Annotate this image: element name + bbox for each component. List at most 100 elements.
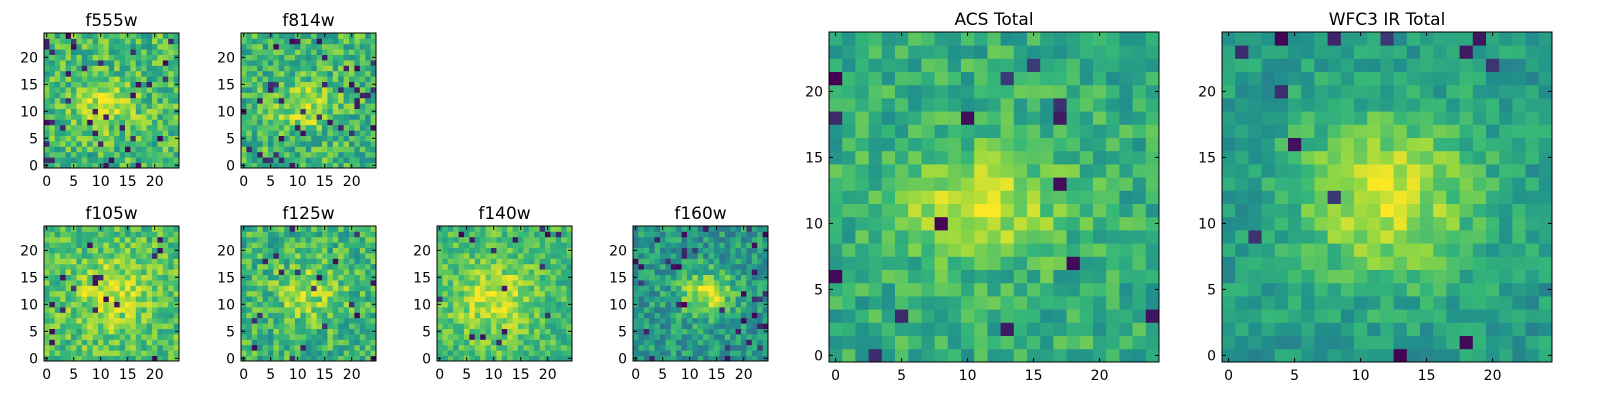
- heatmap-cell: [66, 71, 72, 77]
- heatmap-cell: [725, 345, 731, 351]
- heatmap-cell: [709, 275, 715, 281]
- heatmap-cell: [1027, 336, 1041, 350]
- heatmap-cell: [98, 87, 104, 93]
- heatmap-cell: [698, 269, 704, 275]
- heatmap-cell: [322, 82, 328, 88]
- heatmap-cell: [246, 307, 252, 313]
- heatmap-cell: [290, 264, 296, 270]
- heatmap-cell: [152, 136, 158, 142]
- heatmap-cell: [98, 296, 104, 302]
- heatmap-cell: [322, 237, 328, 243]
- heatmap-cell: [987, 32, 1001, 46]
- heatmap-cell: [263, 231, 269, 237]
- heatmap-cell: [76, 291, 82, 297]
- heatmap-cell: [486, 312, 492, 318]
- heatmap-cell: [1354, 177, 1368, 191]
- heatmap-cell: [168, 237, 174, 243]
- heatmap-cell: [163, 49, 169, 55]
- heatmap-cell: [842, 177, 856, 191]
- heatmap-cell: [1512, 204, 1526, 218]
- heatmap-cell: [1080, 164, 1094, 178]
- heatmap-cell: [268, 152, 274, 158]
- heatmap-cell: [633, 323, 639, 329]
- heatmap-cell: [317, 92, 323, 98]
- heatmap-cell: [338, 114, 344, 120]
- heatmap-cell: [714, 291, 720, 297]
- heatmap-cell: [125, 323, 131, 329]
- heatmap-cell: [344, 103, 350, 109]
- heatmap-cell: [273, 130, 279, 136]
- heatmap-cell: [93, 98, 99, 104]
- heatmap-cell: [354, 103, 360, 109]
- heatmap-cell: [241, 312, 247, 318]
- heatmap-cell: [93, 253, 99, 259]
- heatmap-cell: [71, 146, 77, 152]
- heatmap-cell: [974, 45, 988, 59]
- heatmap-cell: [1262, 230, 1276, 244]
- heatmap-cell: [556, 318, 562, 324]
- heatmap-cell: [1394, 217, 1408, 231]
- heatmap-cell: [93, 285, 99, 291]
- heatmap-cell: [469, 302, 475, 308]
- heatmap-cell: [360, 55, 366, 61]
- heatmap-cell: [1394, 336, 1408, 350]
- heatmap-cell: [719, 329, 725, 335]
- heatmap-cell: [360, 152, 366, 158]
- heatmap-cell: [317, 136, 323, 142]
- heatmap-cell: [644, 226, 650, 232]
- heatmap-cell: [709, 350, 715, 356]
- heatmap-cell: [719, 275, 725, 281]
- heatmap-cell: [279, 302, 285, 308]
- heatmap-cell: [317, 258, 323, 264]
- heatmap-cell: [279, 296, 285, 302]
- heatmap-cell: [279, 329, 285, 335]
- heatmap-cell: [491, 242, 497, 248]
- heatmap-cell: [513, 318, 519, 324]
- heatmap-cell: [1235, 217, 1249, 231]
- heatmap-cell: [1314, 151, 1328, 165]
- heatmap-cell: [317, 334, 323, 340]
- heatmap-cell: [157, 248, 163, 254]
- heatmap-cell: [660, 264, 666, 270]
- heatmap-cell: [502, 307, 508, 313]
- heatmap-cell: [163, 334, 169, 340]
- heatmap-cell: [486, 231, 492, 237]
- heatmap-cell: [349, 242, 355, 248]
- heatmap-cell: [682, 275, 688, 281]
- heatmap-cell: [49, 323, 55, 329]
- heatmap-cell: [306, 71, 312, 77]
- heatmap-cell: [130, 49, 136, 55]
- heatmap-cell: [1526, 230, 1540, 244]
- heatmap-cell: [556, 231, 562, 237]
- heatmap-cell: [55, 125, 61, 131]
- heatmap-cell: [714, 323, 720, 329]
- heatmap-cell: [66, 258, 72, 264]
- heatmap-cell: [152, 125, 158, 131]
- heatmap-cell: [76, 136, 82, 142]
- heatmap-cell: [290, 109, 296, 115]
- y-tick-label: 20: [609, 243, 627, 259]
- heatmap-cell: [60, 157, 66, 163]
- heatmap-cell: [741, 242, 747, 248]
- heatmap-cell: [502, 258, 508, 264]
- heatmap-cell: [730, 318, 736, 324]
- heatmap-cell: [987, 336, 1001, 350]
- heatmap-cell: [93, 33, 99, 39]
- heatmap-cell: [523, 275, 529, 281]
- heatmap-cell: [365, 44, 371, 50]
- heatmap-cell: [76, 152, 82, 158]
- heatmap-cell: [125, 334, 131, 340]
- heatmap-cell: [306, 98, 312, 104]
- heatmap-cell: [974, 243, 988, 257]
- heatmap-cell: [644, 258, 650, 264]
- heatmap-cell: [921, 177, 935, 191]
- heatmap-cell: [82, 237, 88, 243]
- heatmap-cell: [333, 350, 339, 356]
- heatmap-cell: [480, 253, 486, 259]
- heatmap-cell: [869, 230, 883, 244]
- heatmap-cell: [306, 242, 312, 248]
- heatmap-cell: [703, 307, 709, 313]
- heatmap-cell: [273, 334, 279, 340]
- heatmap-cell: [268, 82, 274, 88]
- heatmap-cell: [147, 323, 153, 329]
